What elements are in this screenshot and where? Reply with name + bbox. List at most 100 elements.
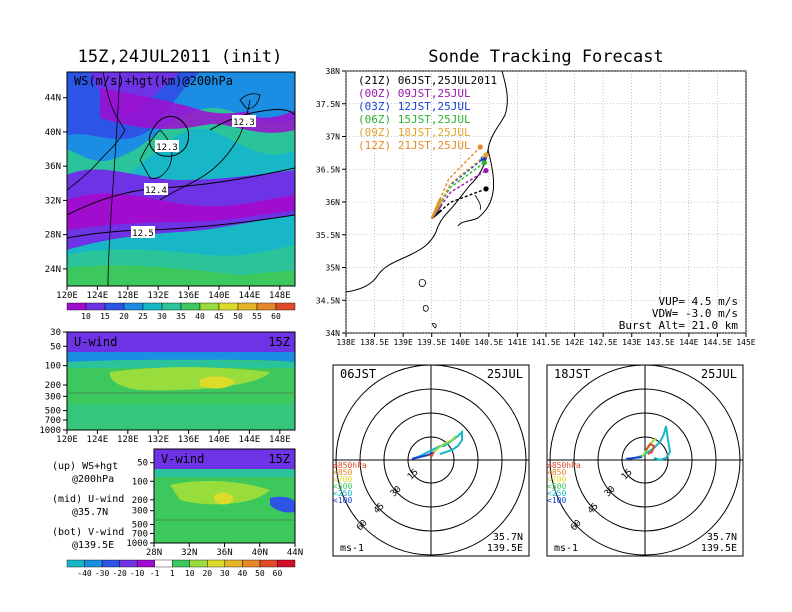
v-wind-label: V-wind (161, 452, 204, 466)
colorbar-label: 25 (138, 312, 148, 321)
colorbar-label: 40 (195, 312, 205, 321)
hodograph-trace-surface (645, 442, 656, 455)
x-tick-label: 36N (216, 548, 232, 558)
colorbar-label: 55 (252, 312, 262, 321)
colorbar-swatch (242, 559, 261, 568)
hodograph-lon: 139.5E (487, 543, 523, 554)
colorbar-swatch (237, 302, 258, 311)
contour-labels: 12.3 12.3 12.4 12.5 (131, 115, 256, 239)
x-tick-label: 124E (87, 435, 109, 445)
u-wind-shade-35 (67, 359, 295, 368)
hodograph-levels: ≥850hPa<850<700<500<250<100 (333, 461, 367, 505)
legend-entry: (00Z) 09JST,25JUL (358, 87, 471, 100)
hodograph-unit: ms-1 (340, 543, 364, 554)
track-endpoint (483, 186, 489, 192)
hodograph-level-label: ≥850hPa (333, 461, 367, 470)
u-wind-label: U-wind (74, 335, 117, 349)
coastline-hokkaido (239, 93, 261, 109)
colorbar-swatch (161, 302, 182, 311)
x-tick-label: 148E (269, 291, 291, 301)
contour-label-bg (144, 183, 168, 195)
legend-entry: (12Z) 21JST,25JUL (358, 139, 471, 152)
track-endpoint (483, 152, 489, 158)
x-tick-label: 144E (239, 291, 261, 301)
track-line (431, 154, 487, 219)
colorbar-label: 60 (273, 569, 283, 578)
track-line-ascent (430, 198, 442, 219)
track-endpoint (483, 167, 489, 174)
track-info: VUP= 4.5 m/s VDW= -3.0 m/s Burst Alt= 21… (619, 295, 739, 332)
x-tick-label: 32N (181, 548, 197, 558)
track-coastline (346, 71, 508, 329)
colorbar-swatch (172, 559, 190, 568)
x-tick-label: 132E (147, 435, 169, 445)
legend-entry: (03Z) 12JST,25JUL (358, 100, 471, 113)
legend-entry: (21Z) 06JST,25JUL2011 (358, 74, 497, 87)
x-tick-label: 140E (208, 291, 230, 301)
x-tick-label: 128E (117, 435, 139, 445)
wind-band-core (67, 193, 295, 230)
y-tick-label: 36N (45, 162, 61, 172)
u-wind-x-ticks: 120E 124E 128E 132E 136E 140E 144E 148E (56, 430, 291, 445)
colorbar-swatch (180, 302, 201, 311)
colorbar-label: 20 (202, 569, 212, 578)
x-tick-label: 148E (269, 435, 291, 445)
y-tick-label: 36N (326, 198, 341, 207)
hodograph-lat: 35.7N (493, 532, 523, 543)
x-tick-label: 139.5E (417, 338, 446, 347)
track-line (431, 146, 481, 219)
colorbar-label: 45 (214, 312, 224, 321)
colorbar-label: 10 (185, 569, 195, 578)
x-tick-label: 142E (565, 338, 584, 347)
x-tick-label: 128E (117, 291, 139, 301)
wind-shade-40 (67, 265, 295, 286)
x-tick-label: 124E (87, 291, 109, 301)
colorbar-swatch (66, 302, 87, 311)
hodograph-date: 25JUL (487, 367, 523, 381)
colorbar-label: 15 (100, 312, 110, 321)
contour-label: 12.4 (145, 186, 167, 196)
x-tick-label: 40N (252, 548, 268, 558)
x-tick-label: 28N (146, 548, 162, 558)
v-wind-shade-mid (154, 469, 295, 477)
colorbar-swatch (104, 302, 125, 311)
y-tick-label: 34N (326, 329, 341, 338)
y-tick-label: 35N (326, 264, 341, 273)
hodograph-lon: 139.5E (701, 543, 737, 554)
contour-label-bg (131, 226, 155, 238)
y-tick-label: 50 (137, 459, 148, 469)
contour-trough (107, 72, 121, 286)
colorbar-swatch (277, 559, 296, 568)
contour-label-bg (155, 140, 179, 152)
x-tick-label: 145E (736, 338, 755, 347)
x-tick-label: 139E (394, 338, 413, 347)
hodograph-trace (411, 429, 463, 460)
colorbar-label: 50 (233, 312, 243, 321)
colorbar-swatch (66, 559, 85, 568)
hodograph-time: 06JST (340, 367, 376, 381)
v-wind-time: 15Z (268, 452, 290, 466)
hodograph-trace-mid (433, 435, 457, 453)
colorbar-swatch (218, 302, 239, 311)
hodograph-level-label: <100 (333, 496, 352, 505)
hodograph-level-label: <700 (547, 475, 566, 484)
hodograph-unit: ms-1 (554, 543, 578, 554)
y-tick-label: 1000 (126, 539, 148, 549)
colorbar-swatch (123, 302, 144, 311)
x-tick-label: 142.5E (589, 338, 618, 347)
x-tick-label: 144E (239, 435, 261, 445)
track-line (431, 188, 487, 219)
u-wind-shade-top (67, 332, 295, 352)
track-legend: (21Z) 06JST,25JUL2011 (00Z) 09JST,25JUL … (358, 74, 497, 152)
y-tick-label: 50 (50, 342, 61, 352)
u-wind-shade-mid (67, 352, 295, 362)
x-tick-label: 141.5E (532, 338, 561, 347)
x-tick-label: 136E (178, 435, 200, 445)
track-y-ticks: 34N 34.5N 35N 35.5N 36N 36.5N 37N 37.5N 38N (316, 67, 346, 338)
y-tick-label: 100 (45, 362, 61, 372)
colorbar-label: -1 (150, 569, 160, 578)
